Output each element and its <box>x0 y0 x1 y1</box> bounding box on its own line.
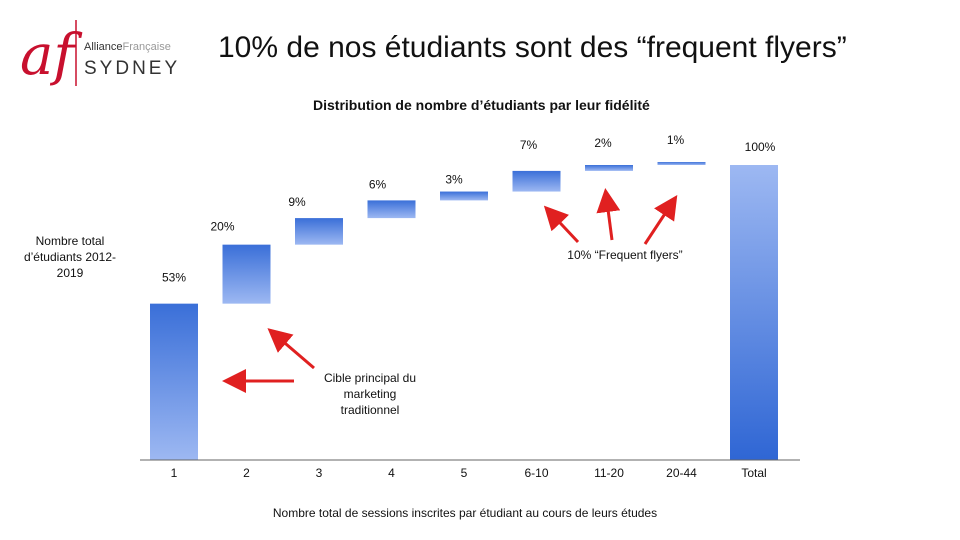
x-tick-label-6-10: 6-10 <box>524 466 548 480</box>
frequent-flyers-annotation: 10% “Frequent flyers” <box>567 248 683 262</box>
x-tick-label-20-44: 20-44 <box>666 466 697 480</box>
x-tick-label-1: 1 <box>171 466 178 480</box>
x-tick-label-2: 2 <box>243 466 250 480</box>
value-label-2: 20% <box>210 220 234 234</box>
value-label-6-10: 7% <box>520 138 538 152</box>
bar-4 <box>367 200 416 219</box>
chart-subtitle: Distribution de nombre d’étudiants par l… <box>313 97 650 113</box>
arrow-to-6-10 <box>543 205 580 244</box>
value-label-3: 9% <box>288 195 306 209</box>
bar-11-20 <box>585 165 633 171</box>
value-label-5: 3% <box>445 173 463 187</box>
logo-letters: af <box>20 23 83 88</box>
x-tick-label-total: Total <box>741 466 766 480</box>
marketing-target-annotation: Cible principal du marketing traditionne… <box>323 371 417 417</box>
bar-3 <box>295 218 343 245</box>
x-tick-label-4: 4 <box>388 466 395 480</box>
value-label-total: 100% <box>745 140 776 154</box>
x-axis-title: Nombre total de sessions inscrites par é… <box>272 506 658 520</box>
alliance-francaise-logo: af AllianceFrançaise SYDNEY <box>20 20 180 88</box>
slide-title: 10% de nos étudiants sont des “frequent … <box>218 31 847 64</box>
logo-alliance-text: Alliance <box>84 41 123 53</box>
logo-city-text: SYDNEY <box>84 58 180 79</box>
value-label-20-44: 1% <box>667 133 685 147</box>
bar-6-10 <box>512 170 561 192</box>
x-tick-label-5: 5 <box>461 466 468 480</box>
svg-text:AllianceFrançaise: AllianceFrançaise <box>84 41 171 53</box>
value-label-11-20: 2% <box>594 136 612 150</box>
bar-20-44 <box>657 162 706 165</box>
arrow-to-20-44 <box>643 194 678 245</box>
y-side-label: Nombre total d’étudiants 2012-2019 <box>23 234 117 280</box>
x-tick-label-3: 3 <box>316 466 323 480</box>
arrow-to-bar-2 <box>267 328 315 370</box>
bar-5 <box>440 191 488 201</box>
bar-2 <box>222 244 271 304</box>
bar-total <box>730 165 778 460</box>
bar-1 <box>150 303 198 460</box>
value-label-1: 53% <box>162 271 186 285</box>
arrow-to-11-20 <box>596 188 621 241</box>
x-tick-label-11-20: 11-20 <box>594 466 624 480</box>
value-label-4: 6% <box>369 177 387 191</box>
logo-francaise-text: Française <box>123 41 171 53</box>
